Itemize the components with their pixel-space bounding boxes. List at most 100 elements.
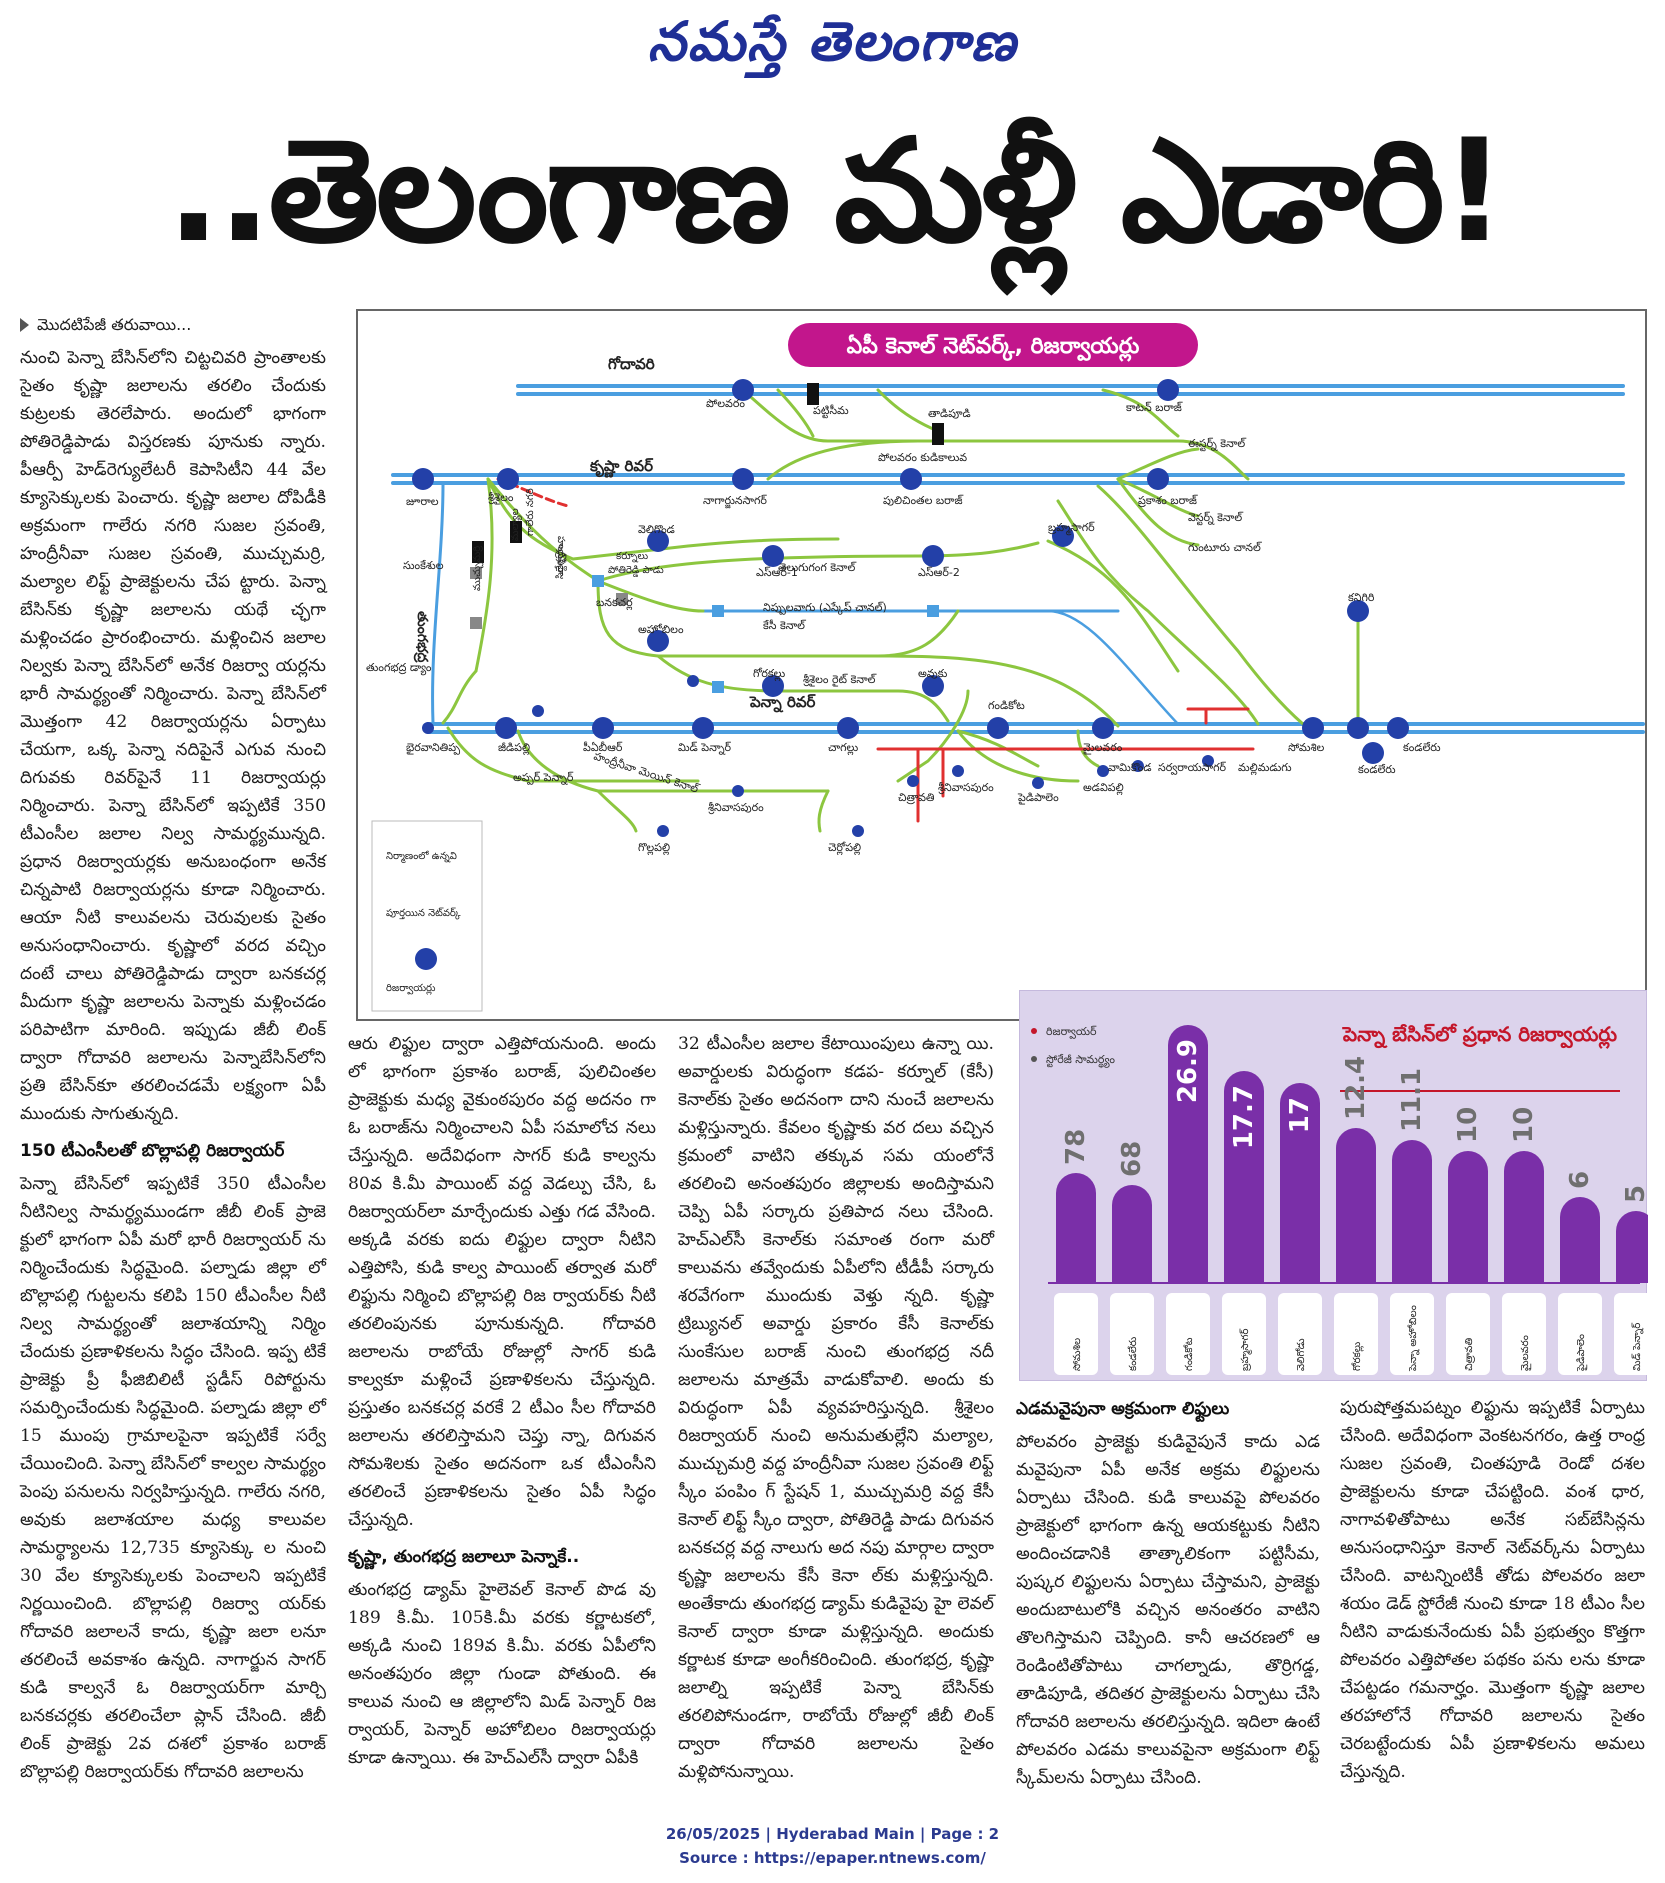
map-label-legend_network: పూర్తయిన నెట్‌వర్క్ (386, 907, 461, 920)
col1-subheading: 150 టీఎంసీలతో బొల్లాపల్లి రిజర్వాయర్ (20, 1141, 285, 1161)
reservoir-paidipalem (1032, 777, 1044, 789)
map-label-tungabhadra: తుంగభద్ర (413, 611, 430, 663)
map-label-apper: అప్పర్ పెన్నార్ (513, 771, 574, 785)
cat-box-6 (1334, 1293, 1378, 1375)
regulator-2 (470, 617, 482, 629)
reservoir-gandikota (987, 717, 1009, 739)
chitravathi-link (956, 729, 1080, 783)
map-label-guntur: గుంటూరు చానల్ (1188, 541, 1262, 554)
footer-date-line: 26/05/2025 | Hyderabad Main | Page : 2 (665, 1825, 1000, 1843)
legend-box (371, 820, 483, 1012)
vamikonda-link (1076, 729, 1100, 768)
map-label-srinivasapuram2: శ్రీనివాసపురం (938, 781, 994, 795)
reservoir-pabr (592, 717, 614, 739)
col3-paragraph-1: 32 టీఎంసీల జలాల కేటాయింపులు ఉన్నా యి. అవ… (678, 1034, 994, 1782)
map-title-pill (788, 323, 1198, 367)
bar-base-7 (1392, 1263, 1432, 1283)
map-label-vamikonda: వామికొండ (1108, 761, 1151, 774)
pattiseema-link (776, 388, 815, 438)
regulator-3 (616, 593, 628, 605)
map-label-eastern: ఈస్టర్న్ కెనాల్ (1188, 437, 1246, 452)
category-label-7: పెన్నా అహోబిలం (1407, 1305, 1420, 1372)
footer-source-line: Source : https://epaper.ntnews.com/ (679, 1849, 986, 1867)
tungabhadra-river (431, 481, 445, 725)
bar-6 (1336, 1128, 1376, 1283)
cat-box-1 (1054, 1293, 1098, 1375)
category-label-1: సోమశిల (1072, 1338, 1083, 1371)
continued-label: మొదటిపేజీ తరువాయి... (20, 312, 326, 338)
category-label-3: గండికోట (1183, 1337, 1195, 1371)
reservoir-pulichintala (900, 468, 922, 490)
map-label-srbc: శ్రీశైలం రైట్ కెనాల్ (803, 673, 877, 687)
map-label-legend_reservoir: రిజర్వాయర్లు (386, 983, 436, 995)
gollapalli-link (596, 789, 638, 833)
reservoir-cotton (1157, 379, 1179, 401)
cat-box-3 (1166, 1293, 1210, 1375)
reservoir-mid-pennar (692, 717, 714, 739)
map-label-jeedipalli: జీడిపల్లి (498, 741, 530, 756)
map-label-sr1: ఎస్ఆర్-1 (756, 566, 798, 579)
triangle-icon (20, 318, 29, 332)
reservoir-appar (532, 705, 544, 717)
banakacherla-link (596, 579, 705, 613)
map-label-nagarjuna: నాగార్జునసాగర్ (703, 494, 767, 509)
legend-label-1: రిజర్వాయర్ (1046, 1025, 1097, 1039)
bar-base-11 (1616, 1263, 1648, 1283)
map-label-krishna: కృష్ణా రివర్ (589, 457, 654, 478)
map-label-kurnool: కర్నూలు (616, 551, 649, 563)
regulator-6 (927, 605, 939, 617)
map-label-kandaleru2: కండలేరు (1403, 741, 1441, 754)
col2-paragraph-2: తుంగభద్ర డ్యామ్ హైలెవల్ కెనాల్ పొడ వు 18… (348, 1580, 656, 1768)
col5-paragraph-1: పురుషోత్తమపట్నం లిఫ్టును ఇప్పటికే ఏర్పాట… (1340, 1398, 1645, 1782)
cat-box-8 (1446, 1293, 1490, 1375)
bar-value-8: 10 (1453, 1107, 1483, 1143)
bar-value-4: 17.7 (1229, 1085, 1259, 1149)
map-label-legend_construction: నిర్మాణంలో ఉన్నవి (386, 850, 457, 863)
reservoir-chart: పెన్నా బేసిన్‌లో ప్రధాన రిజర్వాయర్లు రిజర… (1019, 990, 1648, 1381)
map-label-western: వెస్టర్న్ కెనాల్ (1188, 511, 1243, 526)
sr2-down (1046, 539, 1180, 673)
map-label-somasila: సోమశిల (1288, 741, 1325, 754)
map-label-mallemadugu: మల్లిమడుగు (1238, 761, 1292, 776)
lift-pattiseema (807, 383, 819, 405)
reservoir-vamikonda (1202, 755, 1214, 767)
reservoir-srinivasapuram (732, 785, 744, 797)
map-label-malyala: మల్యాల (510, 508, 522, 541)
column-2: ఆరు లిఫ్టుల ద్వారా ఎత్తిపోయనుంది. అందు ల… (348, 1030, 656, 1772)
bar-base-3 (1168, 1263, 1208, 1283)
lift-tadipudi (932, 423, 944, 445)
col4-subheading: ఎడమవైపునా అక్రమంగా లిఫ్టులు (1016, 1399, 1230, 1419)
map-label-mylavaram: మైలవరం (1083, 741, 1123, 755)
bar-value-6: 12.4 (1341, 1056, 1371, 1120)
map-label-hnss: హంద్రీనీవా (555, 536, 567, 576)
bar-2 (1112, 1185, 1152, 1283)
bar-7 (1392, 1140, 1432, 1283)
reservoir-kandaleru (1362, 742, 1384, 764)
map-label-jurala: జూరాల (406, 495, 439, 508)
bar-base-9 (1504, 1263, 1544, 1283)
telugu-ganga-canal (571, 537, 840, 561)
reservoir-chitravathi (907, 775, 919, 787)
polavaram-right-canal (741, 388, 1250, 481)
map-label-kc_canal: కేసీ కెనాల్ (763, 619, 806, 632)
bar-base-5 (1280, 1263, 1320, 1283)
krishna-upper-canal (766, 439, 1020, 481)
reservoir-bhairavani (422, 722, 434, 734)
column-4: ఎడమవైపునా అక్రమంగా లిఫ్టులు పోలవరం ప్రాజ… (1016, 1394, 1320, 1792)
bar-5 (1280, 1083, 1320, 1283)
legend-label-2: స్టోరేజీ సామర్థ్యం (1046, 1053, 1115, 1069)
bar-value-10: 6 (1565, 1171, 1595, 1189)
cat-box-9 (1502, 1293, 1546, 1375)
column-5: పురుషోత్తమపట్నం లిఫ్టును ఇప్పటికే ఏర్పాట… (1340, 1394, 1645, 1786)
map-label-pabr: పీఏబీఆర్ (583, 741, 623, 754)
map-label-chagallu: చాగల్లు (828, 741, 858, 756)
page-footer: 26/05/2025 | Hyderabad Main | Page : 2 S… (0, 1822, 1665, 1870)
kc-lower (876, 654, 1120, 728)
legend-dot-2 (1031, 1056, 1037, 1062)
map-label-sunkesula: సుంకేశుల (403, 559, 444, 572)
reservoir-cherlopalli (852, 825, 864, 837)
regulator-7 (712, 681, 724, 693)
masthead-logo: నమస్తే తెలంగాణ (647, 9, 1018, 73)
category-label-6: గోరకల్లు (1351, 1341, 1364, 1371)
bar-value-9: 10 (1509, 1107, 1539, 1143)
